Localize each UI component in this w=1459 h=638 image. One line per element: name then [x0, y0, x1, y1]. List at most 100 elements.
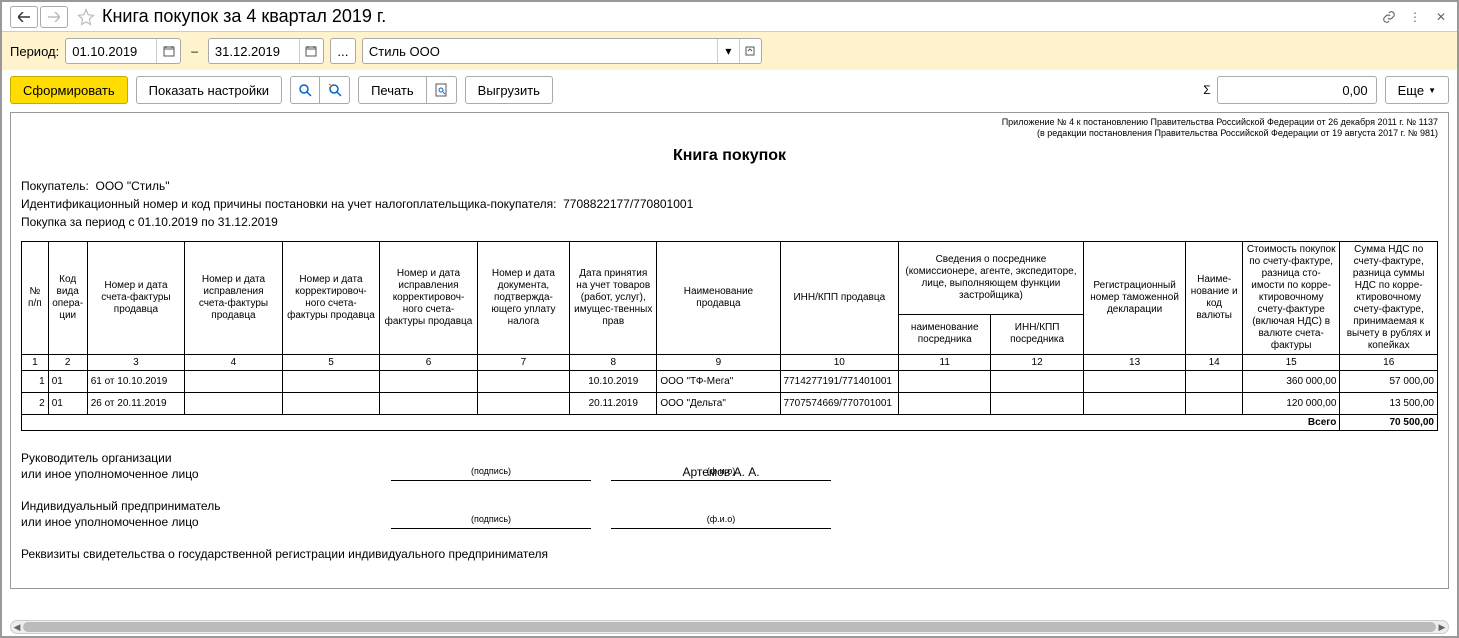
table-row[interactable]: 2 01 26 от 20.11.2019 20.11.2019 ООО "Де…	[22, 392, 1438, 414]
back-button[interactable]	[10, 6, 38, 28]
th: Стоимость покупок по счету-фактуре, разн…	[1242, 241, 1340, 354]
date-to-input[interactable]	[209, 44, 299, 59]
total-value: 70 500,00	[1340, 414, 1438, 430]
cell: 7714277191/771401001	[780, 370, 899, 392]
cell: 26 от 20.11.2019	[87, 392, 185, 414]
th: Номер и дата документа, подтвержда-ющего…	[477, 241, 569, 354]
more-vertical-icon[interactable]: ⋮	[1407, 9, 1423, 25]
date-from-input[interactable]	[66, 44, 156, 59]
buyer-label: Покупатель:	[21, 179, 89, 193]
scroll-left-icon[interactable]: ◀	[11, 621, 23, 633]
period-line: Покупка за период с 01.10.2019 по 31.12.…	[21, 213, 1438, 231]
cell: 7707574669/770701001	[780, 392, 899, 414]
period-label: Период:	[10, 44, 59, 59]
sig-field: (подпись)	[391, 465, 591, 481]
signatures: Руководитель организации или иное уполно…	[21, 451, 1438, 561]
sig-field: (ф.и.о)	[611, 513, 831, 529]
sum-input[interactable]	[1217, 76, 1377, 104]
th: Регистрационный номер таможенной деклара…	[1083, 241, 1186, 354]
org-select: ▾	[362, 38, 762, 64]
colnum: 1	[22, 354, 49, 370]
inn-value: 7708822177/770801001	[563, 197, 693, 211]
cell: 2	[22, 392, 49, 414]
sig-label: или иное уполномоченное лицо	[21, 515, 381, 529]
sig-caption: (подпись)	[391, 466, 591, 476]
colnum: 16	[1340, 354, 1438, 370]
print-group: Печать	[358, 76, 457, 104]
th: Номер и дата исправления корректировоч-н…	[380, 241, 478, 354]
print-button[interactable]: Печать	[358, 76, 427, 104]
org-input[interactable]	[363, 44, 717, 59]
th: ИНН/КПП продавца	[780, 241, 899, 354]
colnum: 8	[570, 354, 657, 370]
more-button[interactable]: Еще ▼	[1385, 76, 1449, 104]
sig-field: Артемов А. А.(ф.и.о)	[611, 465, 831, 481]
app-window: Книга покупок за 4 квартал 2019 г. ⋮ ✕ П…	[0, 0, 1459, 638]
colnum: 14	[1186, 354, 1242, 370]
scroll-right-icon[interactable]: ▶	[1436, 621, 1448, 633]
export-button[interactable]: Выгрузить	[465, 76, 553, 104]
cell: 13 500,00	[1340, 392, 1438, 414]
sig-caption: (подпись)	[391, 514, 591, 524]
regulation-text: Приложение № 4 к постановлению Правитель…	[21, 117, 1438, 139]
th: Дата принятия на учет товаров (работ, ус…	[570, 241, 657, 354]
cell: 57 000,00	[1340, 370, 1438, 392]
th: Номер и дата исправления счета-фактуры п…	[185, 241, 283, 354]
colnum: 4	[185, 354, 283, 370]
total-label: Всего	[22, 414, 1340, 430]
total-row: Всего 70 500,00	[22, 414, 1438, 430]
preview-button[interactable]	[427, 76, 457, 104]
cell: 10.10.2019	[570, 370, 657, 392]
th: Сумма НДС по счету-фактуре, разница сумм…	[1340, 241, 1438, 354]
calendar-icon[interactable]	[156, 39, 180, 63]
colnum: 13	[1083, 354, 1186, 370]
colnum: 11	[899, 354, 991, 370]
scroll-thumb[interactable]	[23, 622, 1436, 632]
close-icon[interactable]: ✕	[1433, 9, 1449, 25]
report-area: Приложение № 4 к постановлению Правитель…	[10, 112, 1449, 589]
dropdown-icon[interactable]: ▾	[717, 39, 739, 63]
titlebar: Книга покупок за 4 квартал 2019 г. ⋮ ✕	[2, 2, 1457, 32]
colnum: 2	[48, 354, 87, 370]
settings-button[interactable]: Показать настройки	[136, 76, 282, 104]
cell: 20.11.2019	[570, 392, 657, 414]
toolbar: Сформировать Показать настройки Печать В…	[2, 70, 1457, 110]
cell: 61 от 10.10.2019	[87, 370, 185, 392]
th: Сведения о посреднике (комиссионере, аге…	[899, 241, 1084, 314]
sum-box: Σ	[1203, 76, 1376, 104]
buyer-info: Покупатель: ООО "Стиль" Идентификационны…	[21, 177, 1438, 231]
sig-field: (подпись)	[391, 513, 591, 529]
colnum: 12	[991, 354, 1083, 370]
cell: 01	[48, 392, 87, 414]
calendar-icon[interactable]	[299, 39, 323, 63]
report-title: Книга покупок	[21, 147, 1438, 165]
cell: 120 000,00	[1242, 392, 1340, 414]
date-from	[65, 38, 181, 64]
favorite-icon[interactable]	[76, 7, 96, 27]
colnum: 9	[657, 354, 780, 370]
search-group	[290, 76, 350, 104]
titlebar-actions: ⋮ ✕	[1381, 9, 1449, 25]
period-picker-button[interactable]: ...	[330, 38, 356, 64]
search-button[interactable]	[290, 76, 320, 104]
search-back-button[interactable]	[320, 76, 350, 104]
sig-label: или иное уполномоченное лицо	[21, 467, 381, 481]
colnum: 3	[87, 354, 185, 370]
cell: ООО "ТФ-Мега"	[657, 370, 780, 392]
th: Номер и дата счета-фактуры продавца	[87, 241, 185, 354]
hscrollbar[interactable]: ◀ ▶	[10, 620, 1449, 634]
forward-button[interactable]	[40, 6, 68, 28]
window-title: Книга покупок за 4 квартал 2019 г.	[102, 6, 1381, 27]
cell: 360 000,00	[1242, 370, 1340, 392]
buyer-name: ООО "Стиль"	[96, 179, 170, 193]
link-icon[interactable]	[1381, 9, 1397, 25]
colnum: 10	[780, 354, 899, 370]
regulation-line: (в редакции постановления Правительства …	[21, 128, 1438, 139]
period-bar: Период: – ... ▾	[2, 32, 1457, 70]
table-row[interactable]: 1 01 61 от 10.10.2019 10.10.2019 ООО "ТФ…	[22, 370, 1438, 392]
colnum: 15	[1242, 354, 1340, 370]
open-icon[interactable]	[739, 39, 761, 63]
regulation-line: Приложение № 4 к постановлению Правитель…	[21, 117, 1438, 128]
th: Наименование продавца	[657, 241, 780, 354]
form-button[interactable]: Сформировать	[10, 76, 128, 104]
